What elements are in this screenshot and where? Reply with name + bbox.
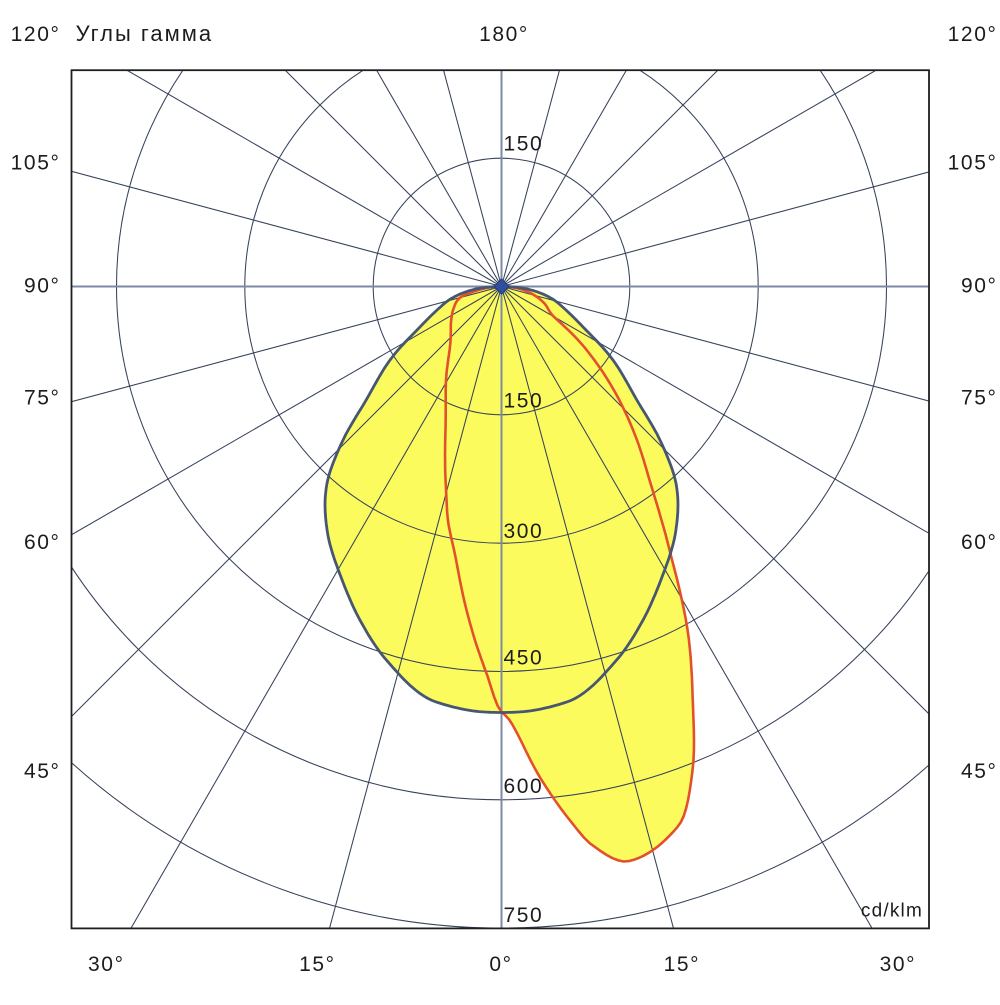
svg-text:120°: 120°: [948, 23, 998, 46]
svg-text:45°: 45°: [961, 760, 998, 783]
svg-text:600: 600: [504, 775, 544, 798]
svg-text:450: 450: [504, 647, 544, 670]
svg-text:120°: 120°: [11, 23, 61, 46]
svg-text:15°: 15°: [664, 953, 701, 976]
svg-text:150: 150: [504, 390, 544, 413]
svg-text:750: 750: [504, 904, 544, 927]
svg-text:30°: 30°: [88, 953, 125, 976]
svg-text:300: 300: [504, 520, 544, 543]
svg-text:30°: 30°: [880, 953, 917, 976]
svg-text:105°: 105°: [11, 152, 61, 175]
svg-text:Углы гамма: Углы гамма: [76, 21, 214, 46]
svg-text:105°: 105°: [948, 152, 998, 175]
svg-text:0°: 0°: [489, 953, 512, 976]
svg-text:90°: 90°: [24, 275, 61, 298]
svg-text:60°: 60°: [961, 531, 998, 554]
svg-text:45°: 45°: [24, 760, 61, 783]
svg-text:150: 150: [504, 133, 544, 156]
svg-text:75°: 75°: [961, 387, 998, 410]
svg-text:90°: 90°: [961, 275, 998, 298]
svg-text:15°: 15°: [299, 953, 336, 976]
svg-text:75°: 75°: [24, 387, 61, 410]
svg-text:60°: 60°: [24, 531, 61, 554]
svg-text:cd/klm: cd/klm: [861, 901, 923, 922]
svg-text:180°: 180°: [479, 23, 529, 46]
